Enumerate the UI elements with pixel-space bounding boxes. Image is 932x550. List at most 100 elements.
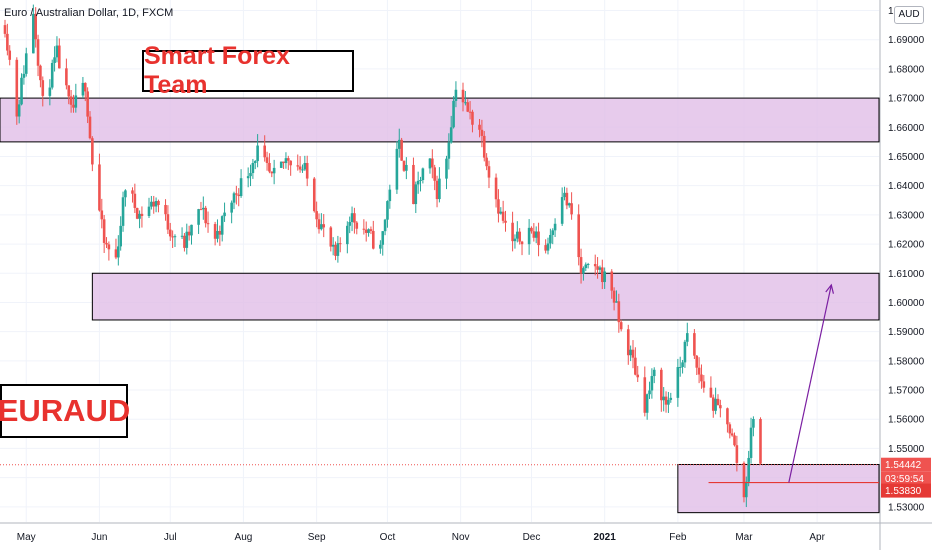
candle-body [268,162,271,172]
candle-body [445,158,448,179]
candle-body [435,180,439,200]
last-price-tag: 1.54442 [885,460,922,471]
y-tick-label: 1.67000 [888,94,925,105]
y-tick-label: 1.68000 [888,64,925,75]
candle-body [388,189,392,202]
candle [636,365,640,383]
overlays [0,283,879,484]
x-tick-label: Feb [669,532,687,543]
candle-body [619,322,623,330]
candle [289,160,292,176]
candle [681,359,684,374]
candle [452,96,455,129]
candle-body [485,157,488,167]
x-tick-label: Dec [523,532,541,543]
candle-body [615,301,618,303]
candle-body [220,216,224,235]
y-tick-label: 1.61000 [888,269,925,280]
candle [435,175,439,208]
candle [202,196,205,220]
candle-body [147,206,151,216]
y-tick-label: 1.58000 [888,356,925,367]
x-tick-label: Mar [735,532,753,543]
candle [683,339,687,368]
candle-body [669,397,673,400]
candle-body [263,145,266,158]
candle-body [551,230,555,235]
candle-body [454,89,458,101]
candle [693,329,696,360]
candle-body [107,244,111,250]
x-tick-label: Aug [235,532,253,543]
candle-body [570,203,573,215]
candle-body [157,200,160,205]
candle [513,234,517,249]
candle-body [206,223,210,225]
candle-body [272,167,276,174]
y-tick-label: 1.64000 [888,181,925,192]
candle-body [397,139,401,149]
candle-body [504,220,507,223]
candle-body [69,96,73,105]
candle-body [246,176,250,179]
candle [629,345,632,362]
candle-body [702,381,706,388]
candle-body [464,102,467,104]
candle-body [494,177,498,200]
candle-body [282,161,285,164]
candle-body [133,193,137,208]
candle [719,399,722,418]
candle-body [431,158,434,168]
candle [504,210,507,232]
candle-body [685,333,689,342]
candle-body [315,211,318,220]
candle [216,219,219,243]
candle-body [530,227,533,232]
candle [759,417,762,465]
candle-body [185,231,189,248]
candle [364,221,368,242]
candle [362,219,366,235]
candle [284,152,288,169]
candle-body [88,116,92,139]
candle-body [305,162,309,179]
candle [272,159,276,185]
candle [650,368,654,399]
candle-body [117,246,120,258]
candle-body [138,213,141,219]
candle [447,133,451,170]
candle [549,228,552,249]
candle [501,200,505,224]
candle [516,221,519,243]
candle [312,176,316,213]
candle [166,205,170,234]
currency-button[interactable]: AUD [894,6,924,24]
candle-body [735,445,739,463]
candle [421,167,425,184]
candle [383,218,387,236]
candle [230,200,233,224]
candle [747,450,750,487]
candle-body [197,209,200,225]
zones [0,97,880,514]
candle-body [634,357,637,375]
candle-body [216,230,219,239]
candle [164,199,167,221]
candle-body [3,25,7,34]
candle [596,257,599,279]
x-tick-label: Sep [308,532,326,543]
candle-body [662,396,665,401]
candle-body [414,184,418,205]
candle [298,156,302,173]
candle [400,137,403,161]
candle-body [478,124,481,130]
candle-body [166,214,170,230]
candle [346,221,349,254]
candle-body [650,376,654,391]
candle [199,201,203,211]
candle [180,227,184,240]
candle-body [86,91,89,117]
candle-body [586,264,590,266]
candle-body [726,408,729,425]
candle [468,101,472,120]
